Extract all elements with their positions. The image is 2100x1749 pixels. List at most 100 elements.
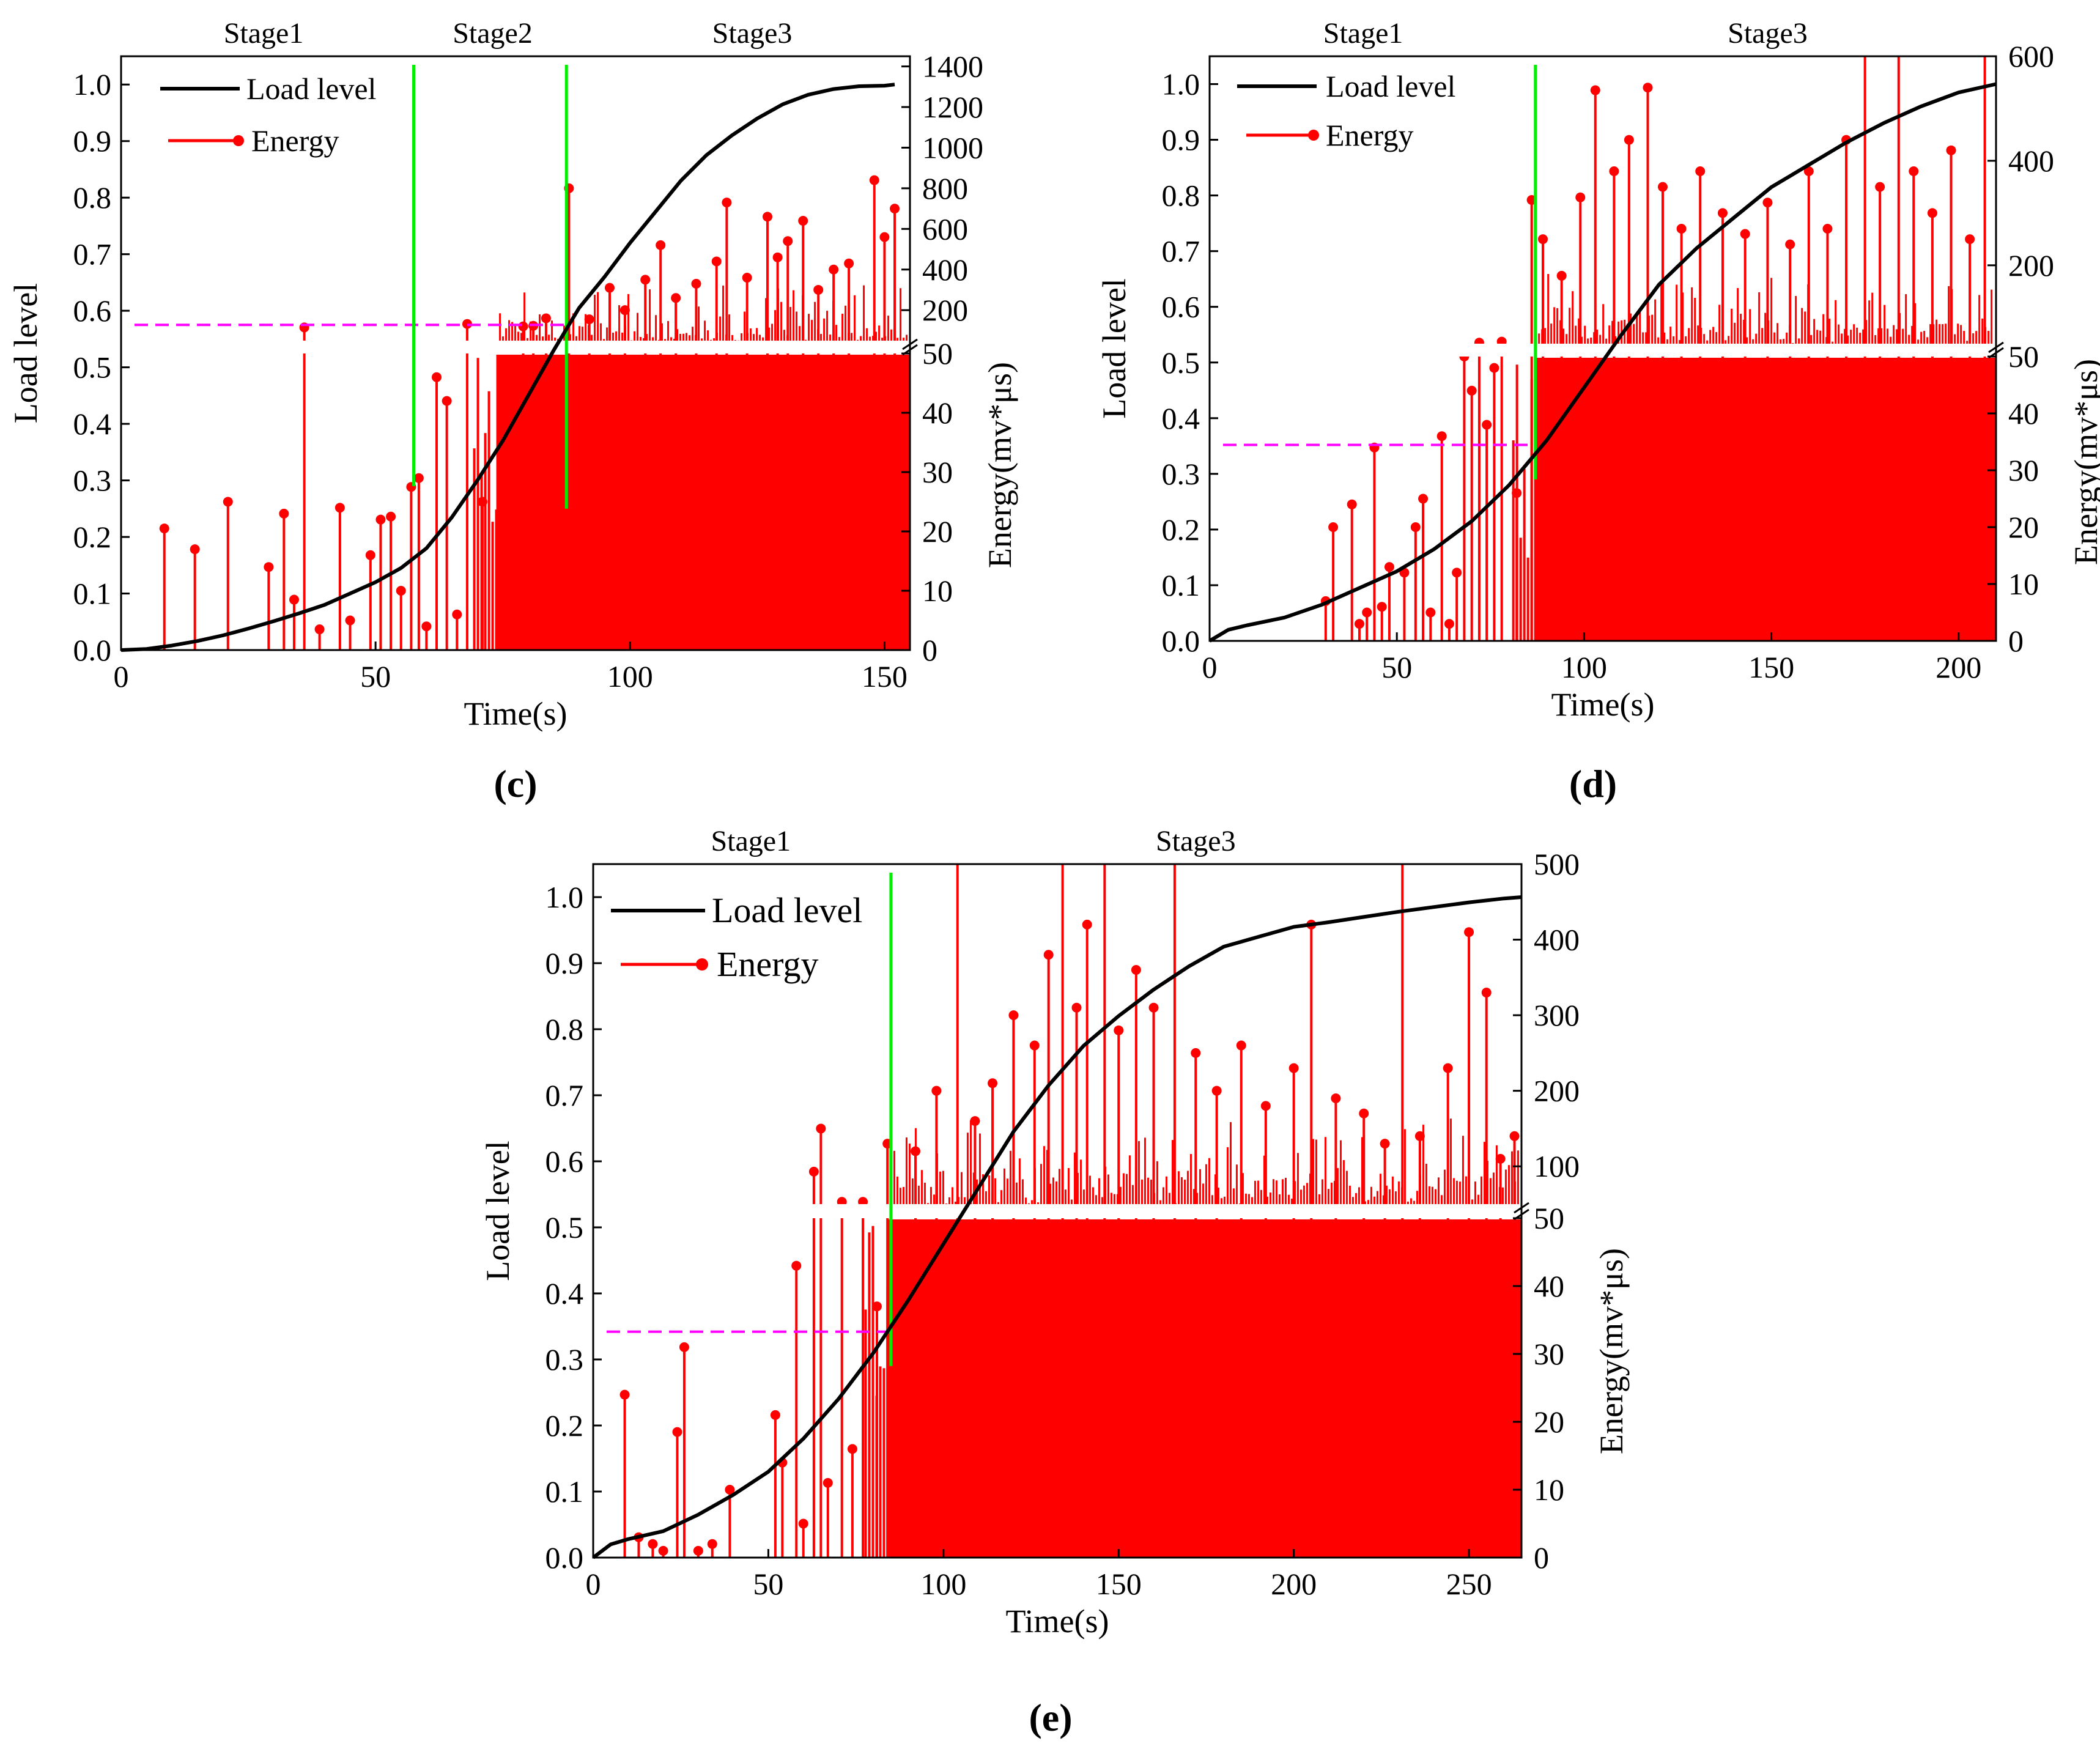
x-axis-title: Time(s) [1551,686,1654,723]
y-tick-label: 0.0 [1162,624,1200,658]
y-tick-label: 0.4 [545,1276,584,1311]
energy-marker [1590,85,1600,95]
energy-marker [442,396,452,406]
energy-marker [1538,234,1548,245]
y-tick-label: 0.8 [73,180,112,215]
y2-tick-label: 10 [2008,567,2039,601]
energy-marker [1464,927,1474,937]
energy-marker [264,562,274,572]
energy-marker [1695,166,1706,176]
energy-marker [671,293,681,303]
y2-tick-label: 30 [922,455,953,489]
y-axis-title: Load level [1096,278,1133,418]
y2-tick-label: 50 [2008,339,2039,374]
energy-marker [890,204,900,214]
y2-tick-label: 50 [1534,1201,1564,1235]
energy-marker [1803,166,1814,176]
stage-label: Stage3 [712,17,793,50]
panel-label: (d) [1569,762,1617,805]
energy-marker [1114,1025,1124,1035]
energy-marker [1082,919,1092,930]
energy-marker [1443,1063,1453,1073]
energy-marker [772,252,783,262]
x-tick-label: 0 [586,1567,601,1601]
energy-marker [396,586,406,596]
energy-marker [619,305,630,316]
energy-marker [1965,234,1975,245]
y-tick-label: 0.5 [73,350,112,385]
x-tick-label: 50 [360,659,391,693]
energy-marker [541,313,551,324]
y-tick-label: 0.1 [73,577,112,611]
y2-tick-label: 40 [922,396,953,430]
plot-frame [1208,55,1997,642]
energy-marker [1444,619,1454,629]
energy-marker [289,594,299,605]
x-tick-label: 150 [1748,650,1794,684]
energy-marker [314,624,325,635]
x-tick-label: 250 [1446,1567,1492,1601]
energy-marker [1191,1048,1201,1058]
energy-marker [421,621,432,632]
energy-marker [1071,1002,1082,1013]
y-tick-label: 0.2 [545,1408,584,1443]
energy-marker [1359,1108,1369,1119]
energy-marker [911,1146,921,1156]
x-axis-title: Time(s) [1005,1603,1109,1640]
energy-marker [1875,182,1885,192]
legend-load-label: Load level [246,72,376,106]
y-tick-label: 0.3 [545,1342,584,1377]
energy-marker [1384,562,1394,572]
x-tick-label: 50 [1381,650,1412,684]
energy-marker [742,273,752,283]
energy-marker [783,236,793,246]
y2-tick-label: 10 [922,574,953,608]
y-tick-label: 0.6 [1162,290,1200,324]
energy-marker [1211,1085,1222,1096]
plot-frame [592,863,1523,1559]
y2-axis-title: Energy(mv*μs) [2068,359,2100,565]
y-tick-label: 1.0 [545,880,584,914]
x-tick-label: 150 [862,659,908,693]
y-tick-label: 0.1 [1162,568,1200,602]
energy-marker [345,615,355,626]
load-level-curve [120,83,895,652]
y-tick-label: 0.6 [545,1144,584,1178]
stage-label: Stage1 [1323,17,1403,50]
axis-break-band [1211,344,1995,357]
y2-tick-label: 40 [2008,396,2039,431]
energy-marker [1556,270,1567,281]
energy-marker [1624,135,1634,145]
energy-marker [462,319,472,329]
energy-marker [693,1545,703,1556]
energy-marker [762,212,772,222]
energy-marker [1414,1131,1425,1141]
x-tick-label: 200 [1271,1567,1317,1601]
energy-marker [1512,488,1522,498]
y2-tick-label: 400 [922,253,968,287]
energy-marker [1481,988,1492,998]
y2-tick-label: 20 [1534,1405,1564,1439]
y-tick-label: 0.7 [1162,234,1200,268]
y-tick-label: 0.2 [73,520,112,554]
y2-tick-label: 500 [1534,847,1580,881]
energy-marker [375,514,386,525]
x-tick-label: 100 [1561,650,1607,684]
legend-energy-marker [233,135,244,146]
y-tick-label: 0.8 [1162,179,1200,213]
energy-marker [691,279,701,289]
energy-marker [386,511,396,522]
energy-marker [931,1085,942,1096]
legend-energy-marker [1308,130,1319,141]
energy-marker [335,503,345,513]
y2-tick-label: 200 [922,293,968,327]
y2-axis-title: Energy(mv*μs) [1593,1248,1630,1454]
energy-dense-region [887,1219,1521,1558]
energy-marker [1643,83,1653,93]
energy-marker [988,1078,998,1089]
energy-marker [1466,385,1477,396]
energy-marker [1927,208,1937,218]
energy-marker [656,240,666,250]
energy-marker [1425,607,1436,618]
